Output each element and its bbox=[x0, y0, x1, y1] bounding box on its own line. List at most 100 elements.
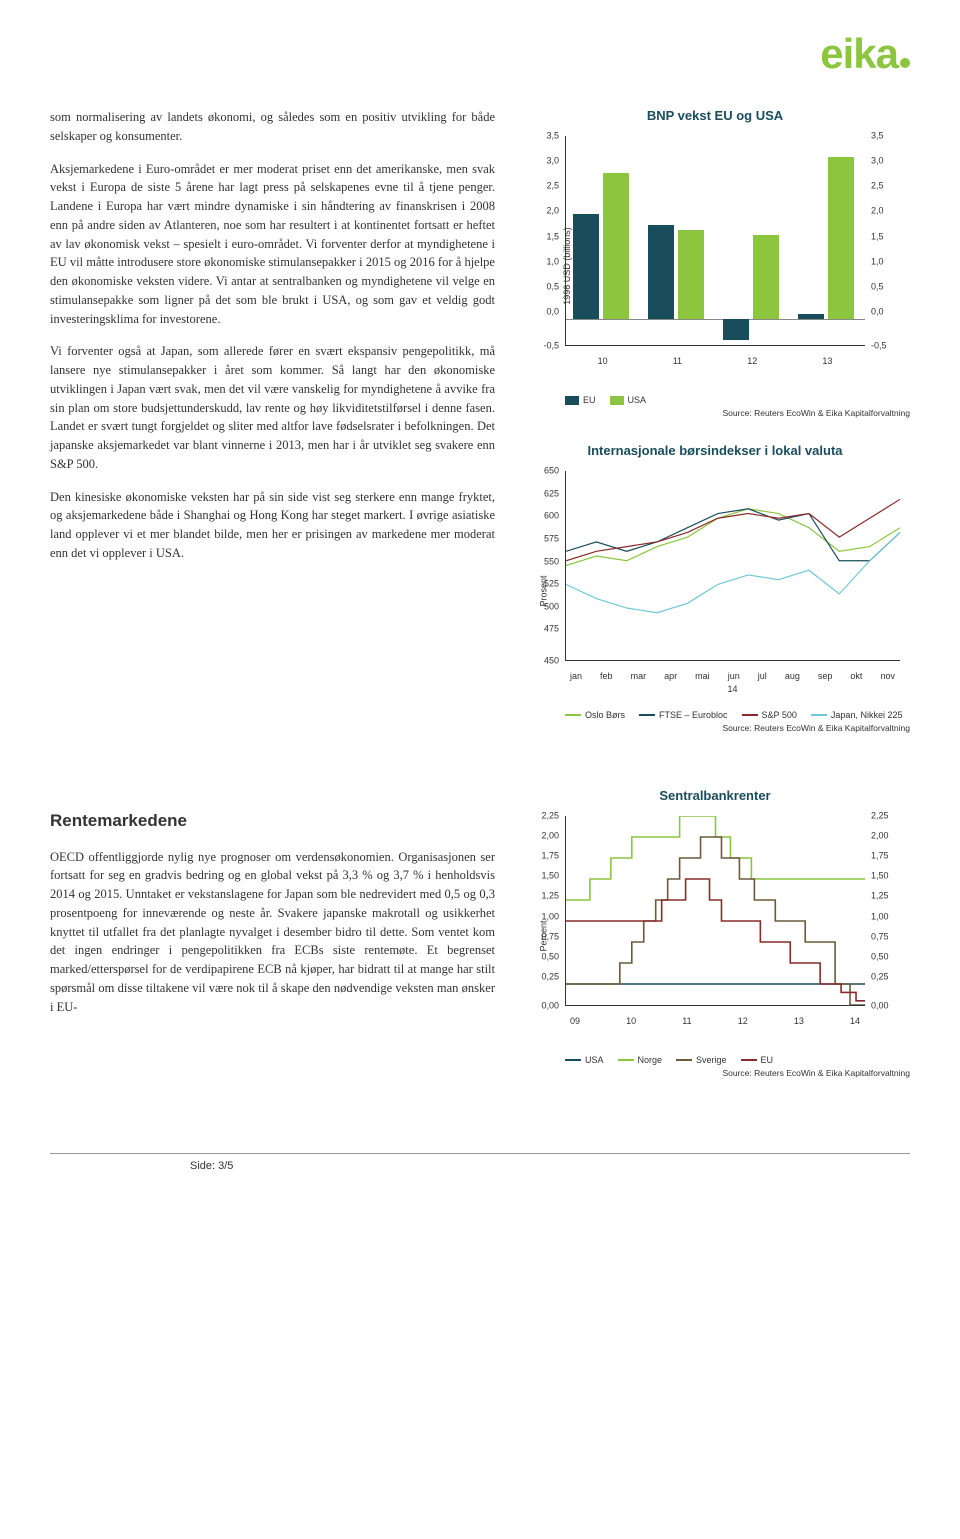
axis-tick: mar bbox=[631, 671, 647, 681]
legend-label: USA bbox=[628, 395, 647, 405]
axis-tick: 1,0 bbox=[868, 257, 910, 266]
axis-tick: 12 bbox=[738, 1016, 748, 1026]
axis-tick: 0,00 bbox=[868, 1001, 910, 1010]
legend-item: Japan, Nikkei 225 bbox=[811, 710, 903, 720]
legend-item: EU bbox=[565, 395, 596, 405]
page-footer: Side: 3/5 bbox=[50, 1153, 910, 1172]
axis-tick: 2,25 bbox=[520, 812, 562, 821]
paragraph: Den kinesiske økonomiske veksten har på … bbox=[50, 488, 495, 563]
logo-text: eika bbox=[820, 30, 898, 77]
axis-tick: -0,5 bbox=[868, 342, 910, 351]
legend-label: EU bbox=[761, 1055, 774, 1065]
chart-sentralbankrenter: Sentralbankrenter Percent 2,252,001,751,… bbox=[520, 788, 910, 1078]
plot-area bbox=[565, 816, 865, 1006]
legend-label: FTSE – Eurobloc bbox=[659, 710, 728, 720]
axis-tick: 10 bbox=[598, 356, 608, 366]
axis-tick: 650 bbox=[520, 467, 562, 476]
paragraph: Vi forventer også at Japan, som allerede… bbox=[50, 342, 495, 473]
axis-tick: 3,0 bbox=[868, 157, 910, 166]
axis-tick: 1,00 bbox=[868, 912, 910, 921]
section-heading: Rentemarkedene bbox=[50, 808, 495, 834]
axis-tick: 0,75 bbox=[868, 932, 910, 941]
axis-tick: 500 bbox=[520, 602, 562, 611]
legend-label: Norge bbox=[638, 1055, 663, 1065]
axis-tick: nov bbox=[880, 671, 895, 681]
chart-source: Source: Reuters EcoWin & Eika Kapitalfor… bbox=[520, 1068, 910, 1078]
bar bbox=[723, 319, 749, 340]
axis-tick: jun bbox=[728, 671, 740, 681]
line-series bbox=[566, 879, 865, 1001]
page-number: Side: 3/5 bbox=[190, 1160, 233, 1172]
axis-tick: aug bbox=[785, 671, 800, 681]
axis-tick: 625 bbox=[520, 489, 562, 498]
axis-tick: 0,50 bbox=[520, 952, 562, 961]
legend-swatch-icon bbox=[741, 1059, 757, 1061]
axis-tick: 525 bbox=[520, 580, 562, 589]
axis-tick: 1,25 bbox=[520, 892, 562, 901]
axis-tick: 11 bbox=[673, 356, 682, 366]
axis-tick: 1,50 bbox=[868, 872, 910, 881]
legend-swatch-icon bbox=[610, 396, 624, 405]
legend-item: Norge bbox=[618, 1055, 663, 1065]
body-text-col-1: som normalisering av landets økonomi, og… bbox=[50, 108, 495, 758]
legend-label: EU bbox=[583, 395, 596, 405]
chart-title: Sentralbankrenter bbox=[520, 788, 910, 803]
axis-tick: 2,0 bbox=[520, 207, 562, 216]
paragraph: OECD offentliggjorde nylig nye prognoser… bbox=[50, 848, 495, 1017]
axis-tick: feb bbox=[600, 671, 613, 681]
axis-tick: 2,00 bbox=[868, 832, 910, 841]
axis-tick: jul bbox=[758, 671, 767, 681]
axis-tick: 450 bbox=[520, 657, 562, 666]
logo: eika bbox=[50, 30, 910, 78]
line-series bbox=[566, 532, 900, 612]
axis-tick: 11 bbox=[682, 1016, 691, 1026]
legend-item: S&P 500 bbox=[742, 710, 797, 720]
chart-title: BNP vekst EU og USA bbox=[520, 108, 910, 123]
line-series bbox=[566, 509, 900, 561]
axis-tick: 2,0 bbox=[868, 207, 910, 216]
legend-label: USA bbox=[585, 1055, 604, 1065]
legend-label: Oslo Børs bbox=[585, 710, 625, 720]
legend-label: Sverige bbox=[696, 1055, 727, 1065]
axis-tick: 0,0 bbox=[520, 307, 562, 316]
legend-swatch-icon bbox=[639, 714, 655, 716]
legend-swatch-icon bbox=[742, 714, 758, 716]
axis-tick: jan bbox=[570, 671, 582, 681]
line-series bbox=[566, 499, 900, 560]
axis-tick: 12 bbox=[747, 356, 757, 366]
axis-tick: mai bbox=[695, 671, 710, 681]
chart-title: Internasjonale børsindekser i lokal valu… bbox=[520, 443, 910, 458]
y-axis-left: 3,53,02,52,01,51,00,50,0-0,5 bbox=[520, 136, 562, 346]
axis-tick: 0,5 bbox=[520, 282, 562, 291]
axis-tick: 2,00 bbox=[520, 832, 562, 841]
axis-tick: sep bbox=[818, 671, 833, 681]
axis-tick: 600 bbox=[520, 512, 562, 521]
legend-swatch-icon bbox=[676, 1059, 692, 1061]
bar bbox=[828, 157, 854, 319]
x-axis: janfebmaraprmaijunjulaugsepoktnov bbox=[565, 671, 900, 681]
axis-tick: 1,5 bbox=[868, 232, 910, 241]
axis-tick: 3,5 bbox=[868, 132, 910, 141]
paragraph: som normalisering av landets økonomi, og… bbox=[50, 108, 495, 146]
legend-item: Sverige bbox=[676, 1055, 727, 1065]
y-axis-left: 650625600575550525500475450 bbox=[520, 471, 562, 661]
x-axis-year: 14 bbox=[565, 684, 900, 694]
axis-tick: 1,50 bbox=[520, 872, 562, 881]
x-axis: 091011121314 bbox=[565, 1016, 865, 1026]
axis-tick: 3,5 bbox=[520, 132, 562, 141]
y-axis-left: 2,252,001,751,501,251,000,750,500,250,00 bbox=[520, 816, 562, 1006]
plot-area bbox=[565, 471, 900, 661]
axis-tick: 475 bbox=[520, 625, 562, 634]
legend-swatch-icon bbox=[618, 1059, 634, 1061]
axis-tick: 1,75 bbox=[520, 852, 562, 861]
axis-tick: 2,25 bbox=[868, 812, 910, 821]
chart-borsindekser: Internasjonale børsindekser i lokal valu… bbox=[520, 443, 910, 733]
axis-tick: 0,5 bbox=[868, 282, 910, 291]
chart-legend: USA Norge Sverige EU bbox=[520, 1055, 910, 1065]
y-axis-right: 2,252,001,751,501,251,000,750,500,250,00 bbox=[868, 816, 910, 1006]
legend-item: USA bbox=[610, 395, 647, 405]
line-series bbox=[566, 816, 865, 900]
paragraph: Aksjemarkedene i Euro-området er mer mod… bbox=[50, 160, 495, 329]
chart-legend: EU USA bbox=[520, 395, 910, 405]
legend-item: Oslo Børs bbox=[565, 710, 625, 720]
